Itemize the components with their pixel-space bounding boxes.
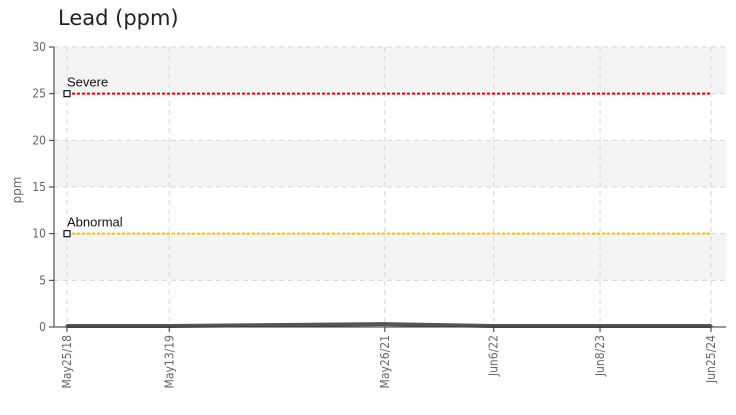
plot-band (54, 140, 726, 187)
limit-label-abnormal: Abnormal (67, 215, 123, 230)
plot-band (54, 187, 726, 234)
limit-lines: Severe Abnormal (63, 75, 711, 238)
x-tick-label: Jun25/24 (704, 335, 718, 384)
x-tick-label: May26/21 (378, 335, 392, 388)
limit-label-severe: Severe (67, 75, 108, 90)
plot-band (54, 93, 726, 141)
series-line (67, 322, 711, 328)
y-axis-label: ppm (10, 177, 24, 204)
x-tick-label: Jun6/22 (487, 335, 501, 377)
x-tick-label: May13/19 (162, 335, 176, 389)
plot-band (54, 233, 726, 281)
y-tick-label: 0 (39, 320, 46, 334)
y-tick-label: 15 (32, 180, 46, 194)
limit-marker-abnormal (63, 230, 71, 238)
data-point (383, 322, 387, 326)
limit-marker-severe (63, 90, 71, 98)
y-tick-label: 10 (32, 227, 46, 241)
y-tick-label: 30 (32, 40, 46, 54)
y-axis-ticks: 0 5 10 15 20 25 30 (32, 40, 54, 334)
plot-band (54, 280, 726, 327)
y-tick-label: 25 (32, 87, 46, 101)
plot-band (54, 47, 726, 94)
x-tick-label: Jun8/23 (593, 335, 607, 377)
y-tick-label: 20 (32, 133, 46, 147)
x-axis-ticks: May25/18 May13/19 May26/21 Jun6/22 Jun8/23 Ju… (60, 327, 718, 388)
plot-background (54, 47, 726, 327)
chart-title: Lead (ppm) (58, 6, 179, 30)
y-tick-label: 5 (39, 273, 46, 287)
x-tick-label: May25/18 (60, 335, 74, 389)
